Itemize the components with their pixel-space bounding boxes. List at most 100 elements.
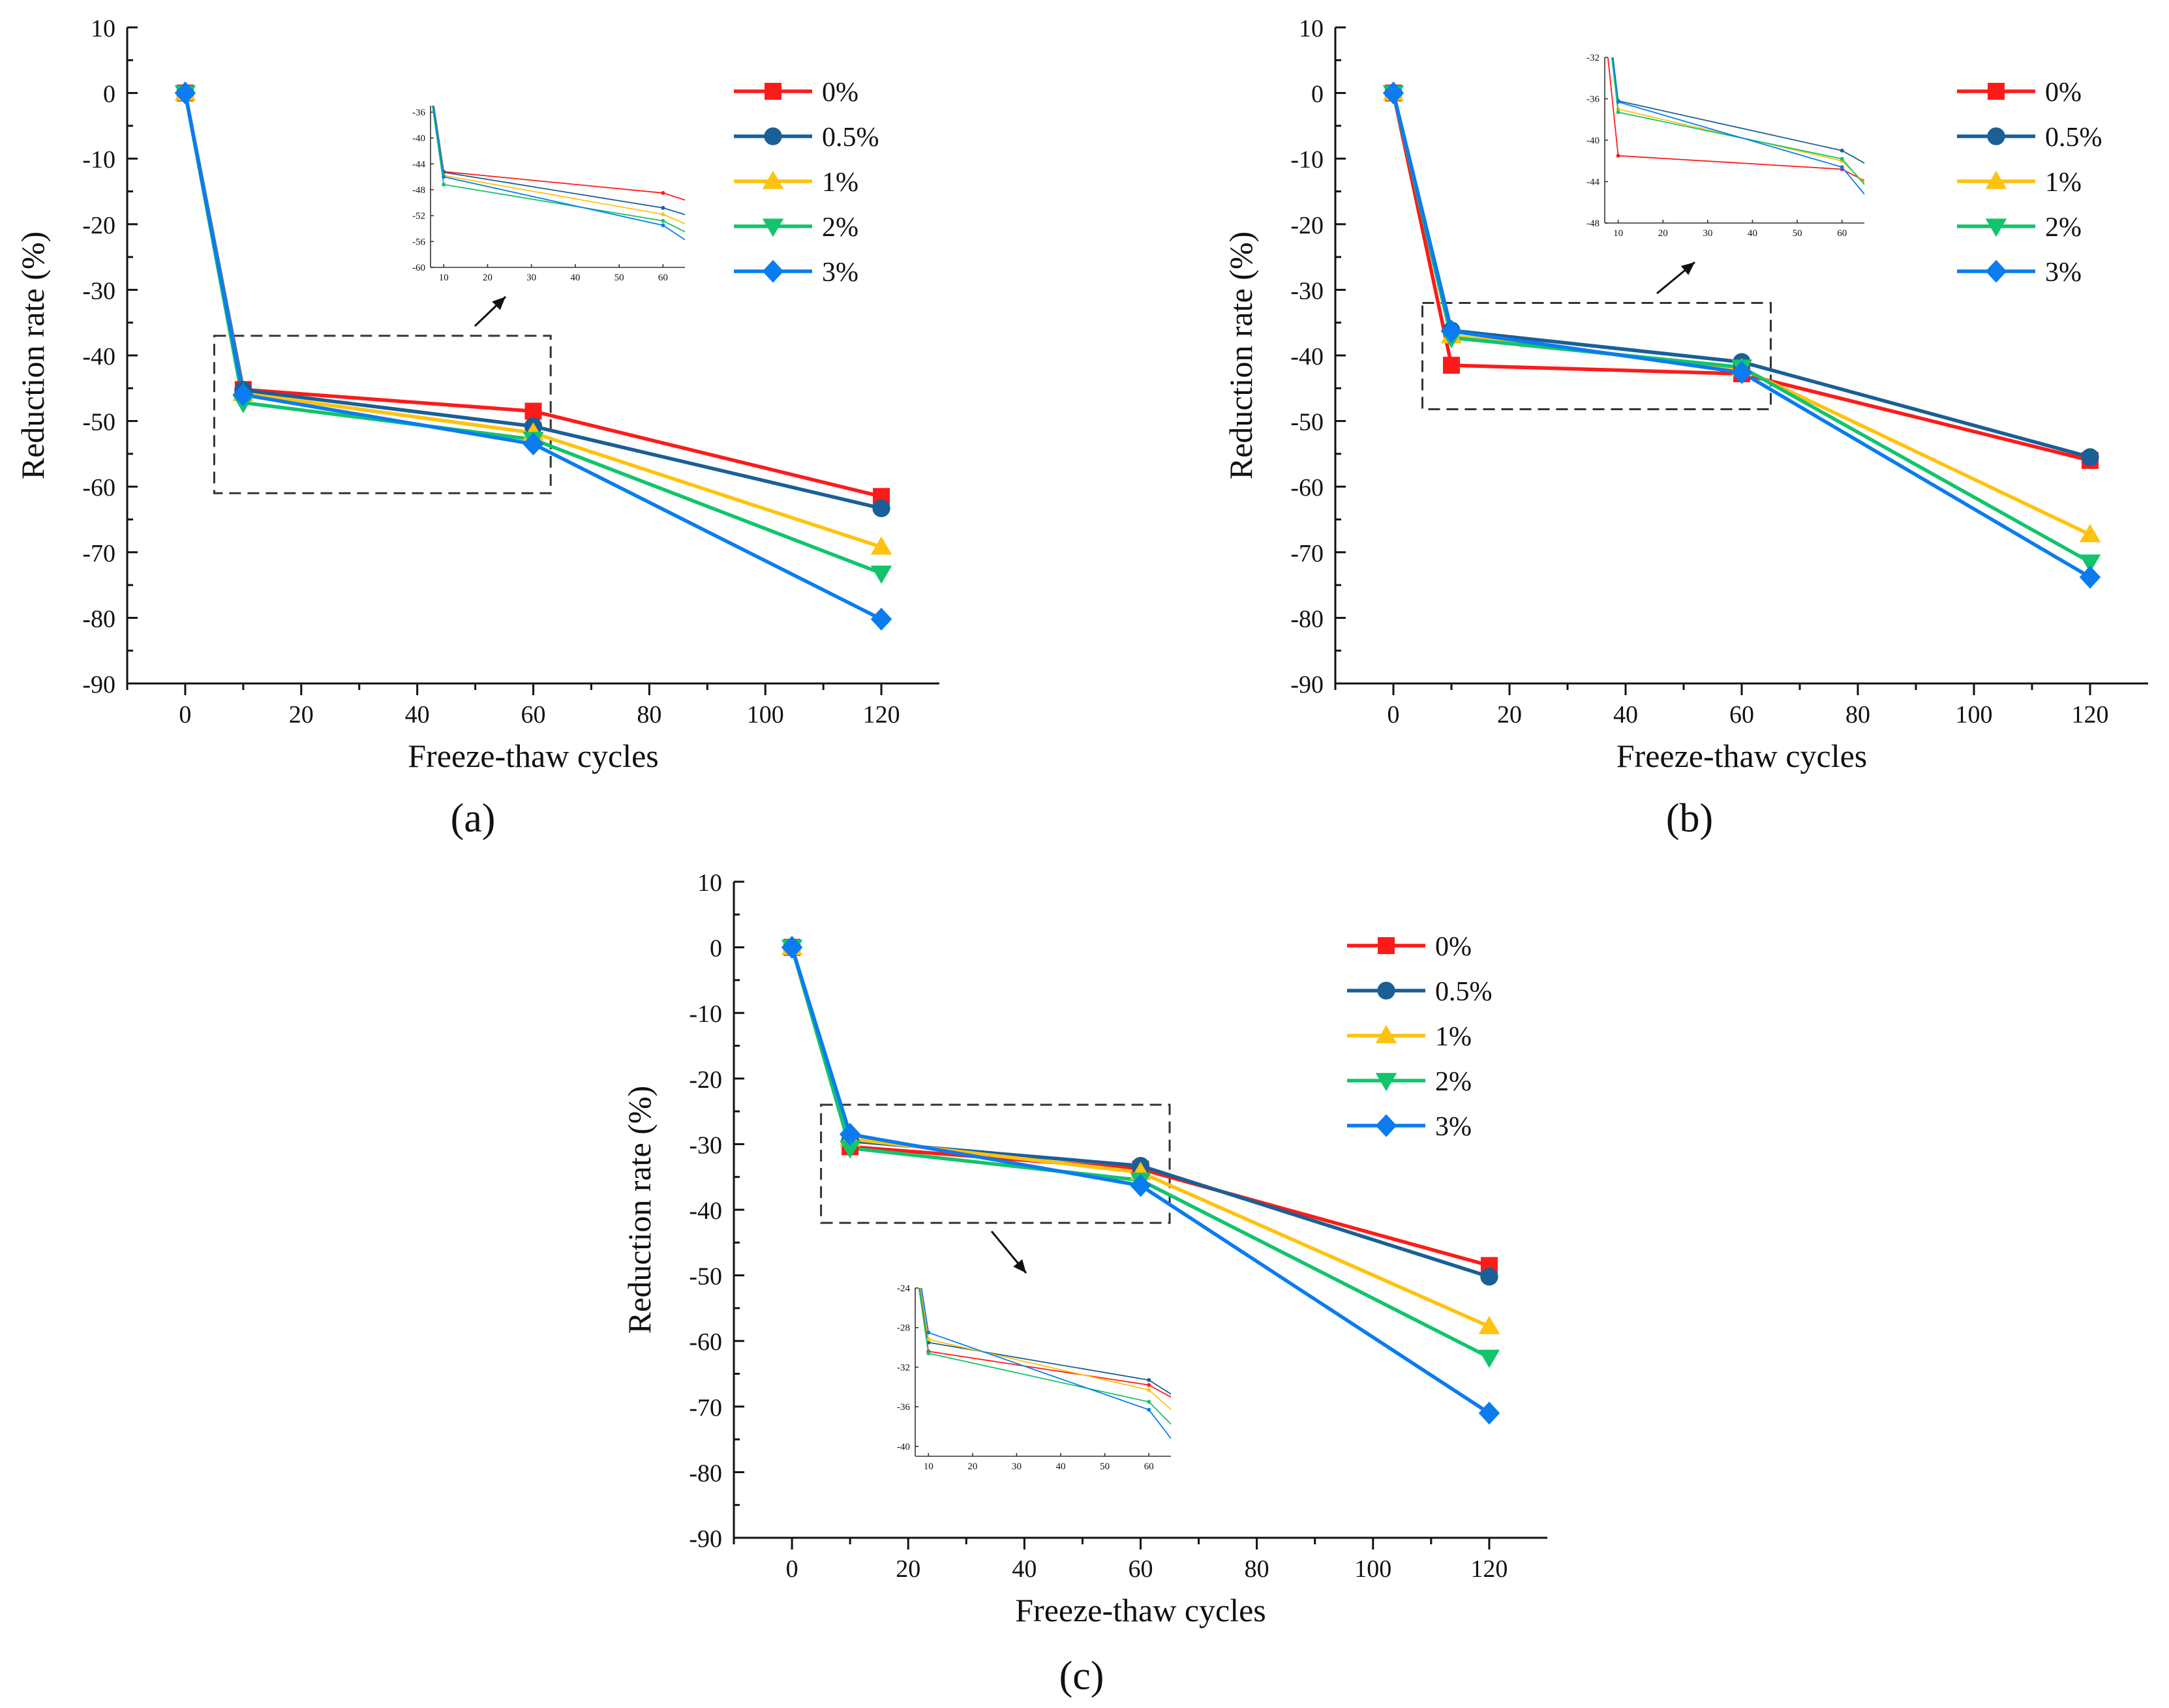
inset-y-tick-label: -40 (412, 134, 425, 144)
x-tick-label: 40 (1613, 701, 1638, 728)
inset-y-tick-label: -40 (1586, 136, 1600, 146)
y-tick-label: -60 (689, 1328, 722, 1356)
inset-data-point-2% (1616, 110, 1620, 115)
inset-plot: -32 -36 -40 -44 -48 10 20 30 40 50 60 (1586, 53, 1864, 239)
x-tick-label: 100 (1354, 1555, 1391, 1583)
x-tick-label: 120 (2072, 701, 2109, 728)
inset-data-point-0% (661, 190, 665, 195)
inset-y-tick-label: -44 (412, 159, 425, 170)
inset-x-tick-label: 50 (1793, 228, 1802, 239)
zoom-region-box (213, 335, 552, 494)
data-point-2% (1478, 1349, 1500, 1368)
y-tick-label: -70 (689, 1394, 722, 1422)
inset-y-tick-label: -24 (897, 1283, 910, 1294)
y-tick-label: -80 (1290, 605, 1324, 633)
inset-data-point-1% (1147, 1388, 1151, 1392)
x-tick-label: 20 (896, 1555, 920, 1583)
data-point-3% (232, 383, 254, 406)
inset-series-line-3% (432, 106, 685, 241)
y-tick-label: -20 (1290, 212, 1324, 239)
inset-series-line-0% (918, 1288, 1171, 1398)
inset-series-line-0.5% (1612, 57, 1864, 164)
x-tick-label: 80 (1245, 1555, 1269, 1583)
inset-data-point-3% (1616, 100, 1620, 104)
legend-label: 2% (822, 213, 858, 243)
y-tick-label: -70 (1290, 540, 1324, 567)
inset-y-tick-label: -36 (897, 1402, 910, 1413)
legend-marker (1375, 1025, 1397, 1043)
panel-caption: (a) (451, 796, 496, 841)
legend-marker (1985, 260, 2007, 283)
data-point-2% (839, 1140, 861, 1159)
y-tick-label: -30 (1290, 277, 1324, 305)
inset-data-point-3% (1147, 1407, 1151, 1412)
inset-y-tick-label: -60 (412, 263, 425, 273)
panel-a: 100-10-20-30-40-50-60-70-80-900 20 40 60 80 1… (14, 15, 939, 841)
y-tick-label: 0 (1311, 81, 1324, 108)
inset-x-tick-label: 30 (1012, 1461, 1022, 1472)
inset-series-group (918, 1288, 1171, 1440)
inset-data-point-1% (926, 1337, 931, 1341)
inset-data-point-3% (926, 1330, 931, 1335)
inset-x-tick-label: 30 (1703, 228, 1712, 239)
inset-x-tick-label: 20 (1658, 228, 1668, 239)
series-line-2% (183, 93, 883, 575)
data-point-3% (1478, 1401, 1500, 1425)
x-tick-label: 120 (1470, 1555, 1508, 1583)
inset-data-point-3% (661, 223, 665, 228)
inset-plot: -36 -40 -44 -48 -52 -56 -60 10 20 30 40 50 60 (412, 106, 685, 283)
y-tick-label: -50 (689, 1263, 722, 1291)
data-point-3% (1440, 320, 1463, 343)
y-tick-label: 10 (697, 869, 722, 897)
inset-series-group (431, 106, 685, 241)
inset-series-line-2% (918, 1288, 1171, 1425)
inset-data-point-3% (442, 175, 446, 179)
y-tick-label: 0 (103, 81, 115, 108)
inset-data-point-0% (1147, 1383, 1151, 1387)
data-point-1% (870, 536, 892, 555)
x-tick-label: 120 (863, 701, 900, 728)
y-tick-label: -50 (1290, 409, 1324, 436)
x-axis-title: Freeze-thaw cycles (408, 738, 659, 774)
inset-series-group (1607, 57, 1864, 195)
y-tick-label: -30 (689, 1131, 722, 1159)
inset-y-tick-label: -40 (897, 1442, 910, 1452)
data-point-0% (1443, 357, 1460, 374)
data-point-0.5% (2081, 448, 2099, 466)
inset-x-tick-label: 40 (570, 273, 580, 283)
y-tick-label: -10 (1290, 146, 1324, 173)
data-point-0% (524, 402, 542, 420)
inset-data-point-0.5% (661, 205, 665, 210)
legend-label: 2% (2045, 213, 2082, 243)
inset-x-tick-label: 60 (658, 273, 668, 283)
zoom-arrow-head (492, 297, 506, 310)
y-tick-label: -20 (689, 1066, 722, 1094)
inset-x-tick-label: 50 (614, 273, 624, 283)
x-tick-label: 60 (521, 701, 546, 728)
legend-marker (762, 170, 784, 189)
inset-series-line-0.5% (919, 1288, 1171, 1395)
inset-series-line-1% (432, 106, 685, 225)
y-tick-label: -60 (82, 474, 115, 502)
y-tick-label: -30 (82, 277, 115, 305)
data-point-3% (1130, 1174, 1151, 1197)
x-tick-label: 80 (1845, 701, 1870, 728)
panel-caption: (c) (1059, 1654, 1104, 1698)
inset-y-tick-label: -28 (897, 1323, 910, 1334)
inset-data-point-0% (1616, 153, 1620, 158)
inset-x-tick-label: 60 (1837, 228, 1847, 239)
inset-x-tick-label: 30 (526, 273, 536, 283)
y-tick-label: -20 (82, 212, 115, 239)
inset-y-tick-label: -32 (897, 1362, 910, 1373)
y-tick-label: 10 (1299, 15, 1324, 42)
x-tick-label: 60 (1129, 1555, 1153, 1583)
legend-marker (1375, 1073, 1397, 1092)
y-tick-label: -10 (689, 1000, 722, 1028)
inset-x-tick-label: 10 (924, 1461, 933, 1472)
inset-x-tick-label: 10 (439, 273, 449, 283)
legend-label: 1% (2045, 168, 2082, 198)
legend-marker (1987, 127, 2005, 145)
series-line-0% (1391, 93, 2091, 462)
legend-label: 1% (1435, 1022, 1472, 1052)
inset-series-line-0% (433, 106, 685, 201)
